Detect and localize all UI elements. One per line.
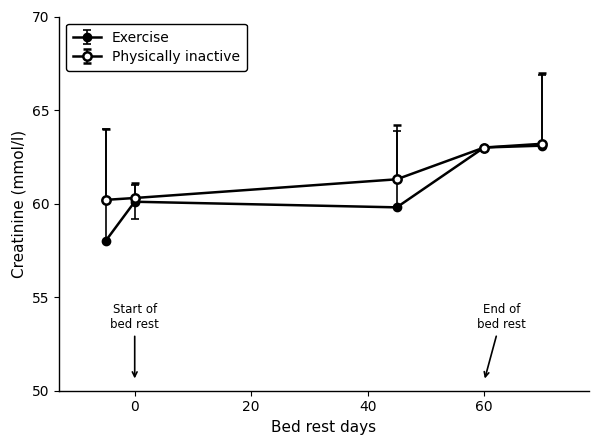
Text: Start of
bed rest: Start of bed rest — [110, 303, 159, 376]
Text: End of
bed rest: End of bed rest — [477, 303, 526, 377]
X-axis label: Bed rest days: Bed rest days — [271, 420, 377, 435]
Legend: Exercise, Physically inactive: Exercise, Physically inactive — [66, 24, 247, 71]
Y-axis label: Creatinine (mmol/l): Creatinine (mmol/l) — [11, 129, 26, 278]
